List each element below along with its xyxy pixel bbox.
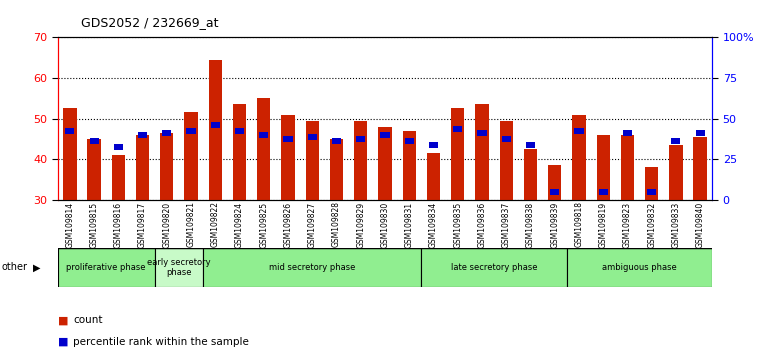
- Bar: [209, 59, 222, 200]
- Bar: [572, 115, 586, 200]
- Bar: [65, 128, 75, 134]
- Bar: [647, 189, 656, 195]
- Bar: [405, 138, 413, 144]
- Bar: [330, 139, 343, 200]
- Text: ambiguous phase: ambiguous phase: [602, 263, 677, 272]
- Bar: [308, 134, 317, 140]
- Bar: [136, 135, 149, 200]
- Bar: [421, 248, 567, 287]
- Bar: [58, 248, 155, 287]
- Bar: [235, 128, 244, 134]
- Bar: [669, 145, 682, 200]
- Bar: [694, 137, 707, 200]
- Bar: [451, 108, 464, 200]
- Bar: [203, 248, 421, 287]
- Bar: [475, 104, 489, 200]
- Text: percentile rank within the sample: percentile rank within the sample: [73, 337, 249, 347]
- Bar: [378, 127, 392, 200]
- Bar: [281, 115, 295, 200]
- Text: ■: ■: [58, 315, 69, 325]
- Bar: [524, 149, 537, 200]
- Bar: [550, 189, 559, 195]
- Text: count: count: [73, 315, 102, 325]
- Bar: [501, 136, 511, 142]
- Bar: [357, 136, 365, 142]
- Bar: [429, 142, 438, 148]
- Bar: [477, 130, 487, 136]
- Bar: [574, 128, 584, 134]
- Bar: [354, 121, 367, 200]
- Bar: [623, 130, 632, 136]
- Bar: [567, 248, 712, 287]
- Bar: [259, 132, 269, 138]
- Bar: [597, 135, 610, 200]
- Text: ▶: ▶: [33, 262, 41, 272]
- Bar: [88, 139, 101, 200]
- Bar: [155, 248, 203, 287]
- Bar: [380, 132, 390, 138]
- Bar: [283, 136, 293, 142]
- Bar: [89, 138, 99, 144]
- Text: other: other: [2, 262, 28, 272]
- Bar: [526, 142, 535, 148]
- Text: GDS2052 / 232669_at: GDS2052 / 232669_at: [81, 16, 219, 29]
- Bar: [162, 130, 172, 136]
- Bar: [114, 144, 123, 150]
- Text: ■: ■: [58, 337, 69, 347]
- Bar: [63, 108, 76, 200]
- Bar: [160, 133, 173, 200]
- Bar: [453, 126, 462, 132]
- Text: late secretory phase: late secretory phase: [450, 263, 537, 272]
- Text: mid secretory phase: mid secretory phase: [269, 263, 356, 272]
- Bar: [548, 165, 561, 200]
- Text: proliferative phase: proliferative phase: [66, 263, 146, 272]
- Text: early secretory
phase: early secretory phase: [147, 258, 211, 277]
- Bar: [500, 121, 513, 200]
- Bar: [671, 138, 681, 144]
- Bar: [112, 155, 125, 200]
- Bar: [332, 138, 341, 144]
- Bar: [306, 121, 319, 200]
- Bar: [695, 130, 705, 136]
- Bar: [621, 135, 634, 200]
- Bar: [186, 128, 196, 134]
- Bar: [645, 167, 658, 200]
- Bar: [211, 122, 220, 128]
- Bar: [184, 113, 198, 200]
- Bar: [233, 104, 246, 200]
- Bar: [427, 153, 440, 200]
- Bar: [598, 189, 608, 195]
- Bar: [138, 132, 147, 138]
- Bar: [257, 98, 270, 200]
- Bar: [403, 131, 416, 200]
